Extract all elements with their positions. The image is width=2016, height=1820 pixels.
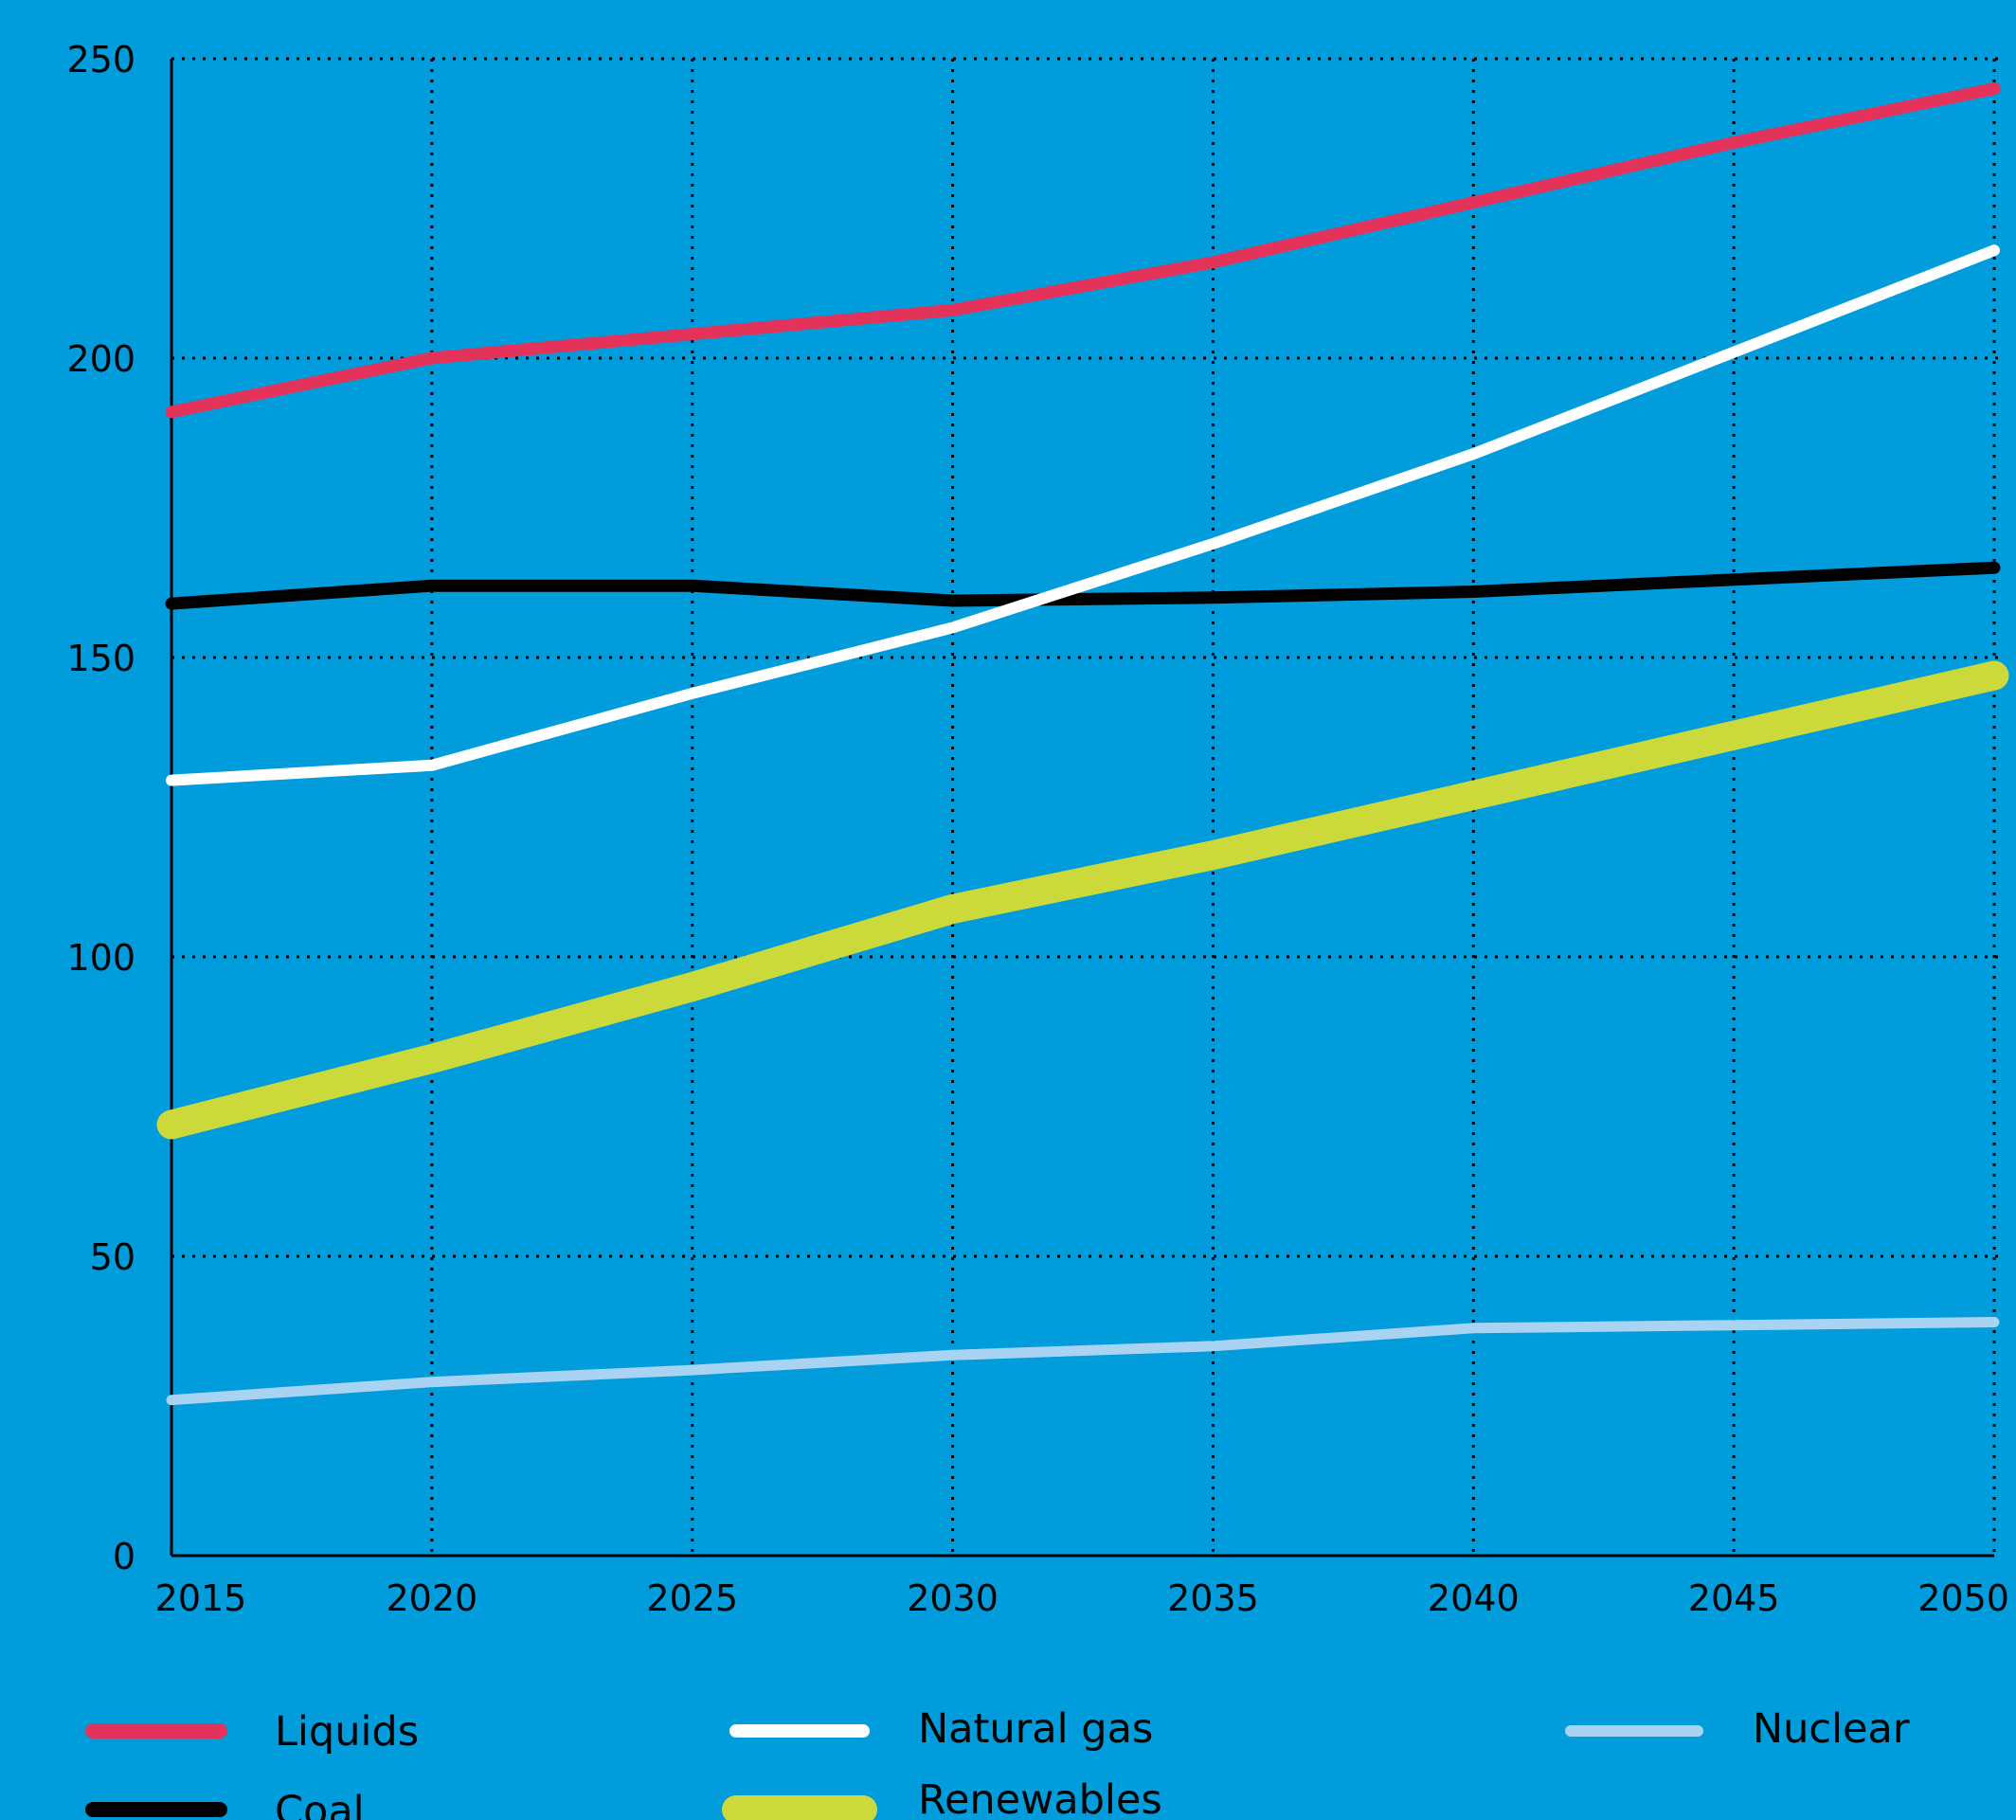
y-tick-labels: 0 50 100 150 200 250 xyxy=(66,39,135,1577)
series-line-natural-gas xyxy=(166,244,2000,786)
legend-label-renewables: Renewables xyxy=(918,1776,1162,1820)
series-line-coal xyxy=(165,561,2001,610)
series xyxy=(156,82,2009,1406)
y-tick-label-200: 200 xyxy=(66,338,135,380)
legend-label-liquids: Liquids xyxy=(275,1708,419,1756)
series-line-renewables xyxy=(156,660,2009,1140)
y-tick-label-250: 250 xyxy=(66,39,135,81)
x-tick-label-2040: 2040 xyxy=(1428,1577,1520,1619)
axes xyxy=(170,59,1994,1558)
x-tick-label-2035: 2035 xyxy=(1167,1577,1259,1619)
legend-label-nuclear: Nuclear xyxy=(1753,1705,1910,1753)
legend: Liquids Coal Natural gas Renewables Nuclear xyxy=(85,1705,1910,1820)
legend-label-natural-gas: Natural gas xyxy=(918,1705,1153,1753)
x-tick-label-2050: 2050 xyxy=(1917,1577,2009,1619)
y-tick-label-100: 100 xyxy=(66,937,135,979)
series-line-nuclear xyxy=(166,1317,2000,1406)
y-tick-label-150: 150 xyxy=(66,638,135,679)
y-tick-label-50: 50 xyxy=(90,1236,135,1278)
x-tick-label-2030: 2030 xyxy=(907,1577,999,1619)
x-tick-label-2015: 2015 xyxy=(155,1577,247,1619)
legend-label-coal: Coal xyxy=(275,1788,365,1820)
y-tick-label-0: 0 xyxy=(113,1536,135,1577)
x-tick-label-2025: 2025 xyxy=(646,1577,738,1619)
series-line-liquids xyxy=(165,82,2001,419)
x-tick-label-2045: 2045 xyxy=(1688,1577,1780,1619)
x-tick-labels: 2015 2020 2025 2030 2035 2040 2045 2050 xyxy=(155,1577,2009,1619)
x-tick-label-2020: 2020 xyxy=(386,1577,477,1619)
